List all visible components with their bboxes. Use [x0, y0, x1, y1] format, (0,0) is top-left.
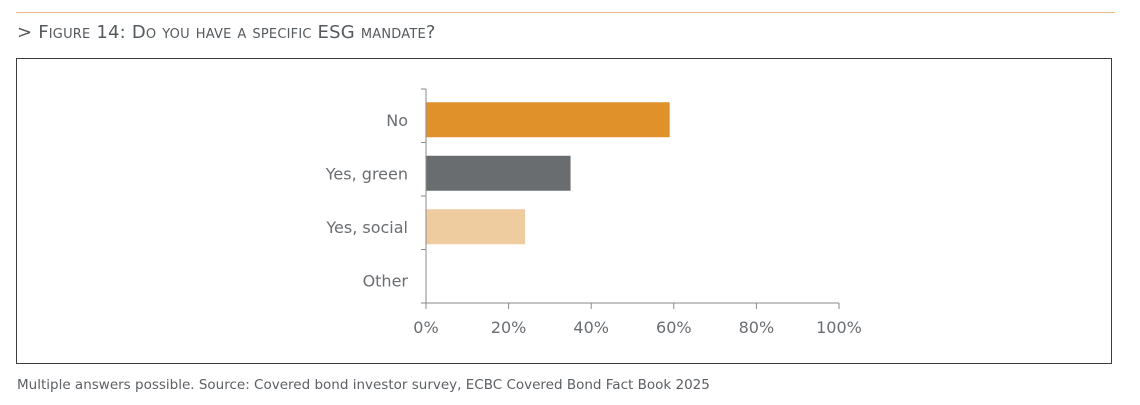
x-tick-label: 40%: [573, 318, 609, 337]
category-label: Yes, social: [325, 218, 408, 237]
category-label: Yes, green: [325, 164, 408, 183]
top-rule: [16, 12, 1115, 13]
source-note: Multiple answers possible. Source: Cover…: [17, 377, 710, 393]
category-label: Other: [363, 271, 409, 290]
bar-yes-green: [426, 155, 571, 191]
x-tick-label: 100%: [816, 318, 862, 337]
chart-frame: No Yes, green Yes, social Other 0% 20% 40% 60% 8…: [16, 58, 1112, 364]
x-tick-label: 80%: [739, 318, 775, 337]
x-tick-label: 0%: [413, 318, 438, 337]
x-tick-label: 20%: [491, 318, 527, 337]
bar-yes-social: [426, 209, 526, 245]
esg-mandate-bar-chart: No Yes, green Yes, social Other 0% 20% 40% 60% 8…: [325, 88, 862, 337]
x-tick-label: 60%: [656, 318, 692, 337]
bar-no: [426, 102, 670, 138]
figure-title: > Figure 14: Do you have a specific ESG …: [17, 22, 436, 43]
category-label: No: [386, 111, 408, 130]
